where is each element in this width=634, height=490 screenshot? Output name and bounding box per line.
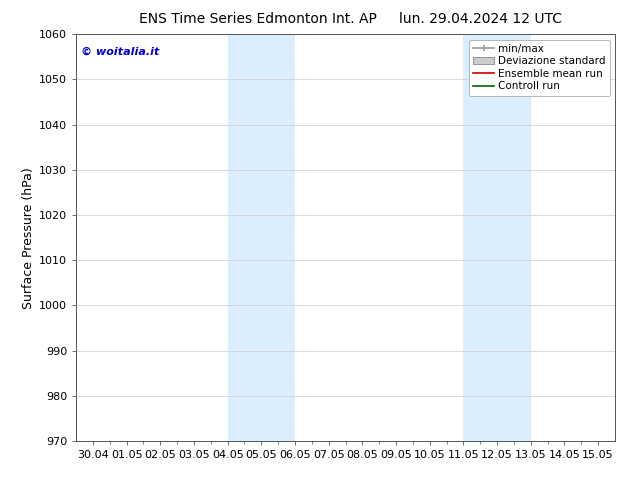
Legend: min/max, Deviazione standard, Ensemble mean run, Controll run: min/max, Deviazione standard, Ensemble m…	[469, 40, 610, 96]
Text: © woitalia.it: © woitalia.it	[81, 47, 160, 56]
Y-axis label: Surface Pressure (hPa): Surface Pressure (hPa)	[22, 167, 35, 309]
Bar	[228, 34, 295, 441]
Text: lun. 29.04.2024 12 UTC: lun. 29.04.2024 12 UTC	[399, 12, 562, 26]
Text: ENS Time Series Edmonton Int. AP: ENS Time Series Edmonton Int. AP	[139, 12, 377, 26]
Bar	[463, 34, 531, 441]
